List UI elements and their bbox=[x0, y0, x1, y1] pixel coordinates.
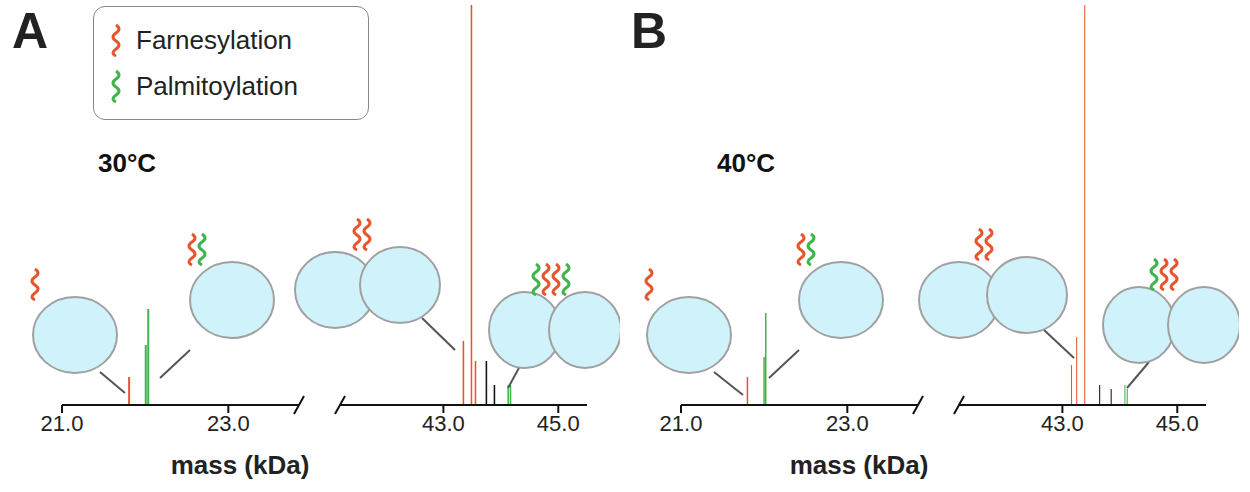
svg-text:43.0: 43.0 bbox=[422, 411, 465, 436]
html-text:30°C: 30°C bbox=[98, 148, 157, 178]
html-text:A: A bbox=[12, 3, 49, 59]
svg-text:43.0: 43.0 bbox=[1041, 411, 1084, 436]
html-text:40°C: 40°C bbox=[717, 148, 776, 178]
svg-text:45.0: 45.0 bbox=[537, 411, 580, 436]
html-text:Farnesylation: Farnesylation bbox=[136, 24, 293, 55]
svg-text:23.0: 23.0 bbox=[207, 411, 250, 436]
html-text:B: B bbox=[631, 3, 668, 59]
svg-text:21.0: 21.0 bbox=[660, 411, 703, 436]
html-text:mass (kDa): mass (kDa) bbox=[789, 450, 929, 480]
svg-text:45.0: 45.0 bbox=[1156, 411, 1199, 436]
svg-text:23.0: 23.0 bbox=[826, 411, 869, 436]
html-text:Palmitoylation: Palmitoylation bbox=[136, 70, 298, 101]
svg-text:21.0: 21.0 bbox=[41, 411, 84, 436]
html-text:mass (kDa): mass (kDa) bbox=[170, 450, 310, 480]
